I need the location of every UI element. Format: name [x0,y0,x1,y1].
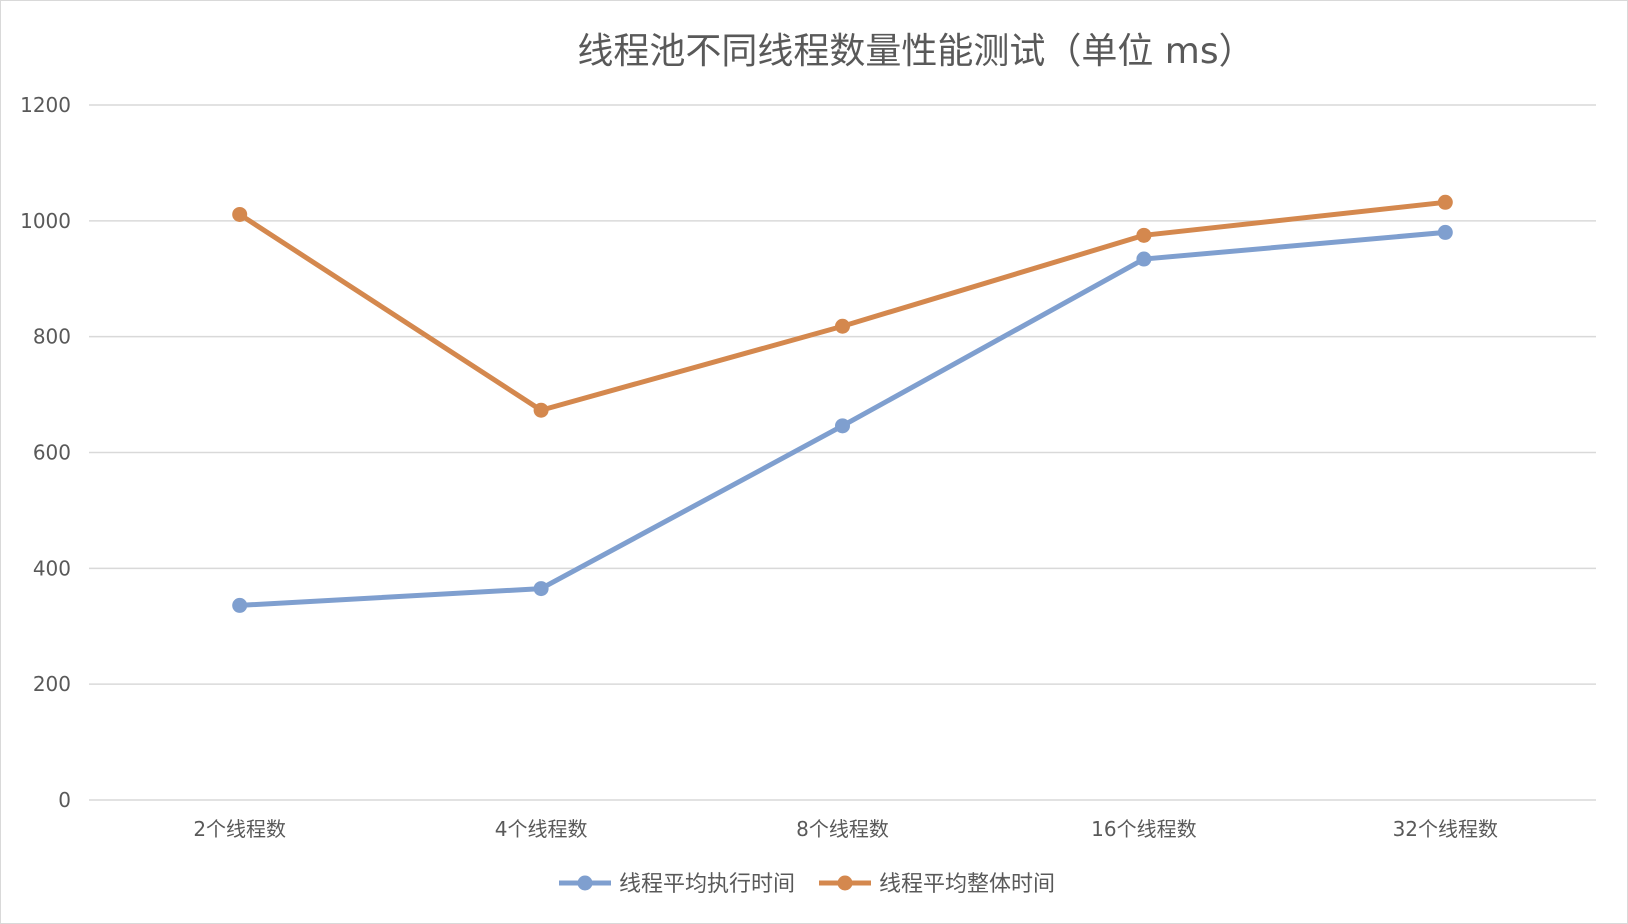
legend-label: 线程平均整体时间 [879,872,1055,897]
y-tick-label: 400 [33,556,71,580]
series-line-2 [237,199,1448,413]
legend-label: 线程平均执行时间 [619,872,795,897]
data-point [533,402,549,418]
y-tick-label: 800 [33,325,71,349]
y-tick-label: 1000 [20,209,71,233]
x-axis: 2个线程数 4个线程数 8个线程数 16个线程数 32个线程数 [193,817,1498,841]
y-tick-label: 200 [33,672,71,696]
legend-swatch-marker [577,875,593,891]
legend-swatch-marker [837,875,853,891]
legend: 线程平均执行时间 线程平均整体时间 [559,872,1055,897]
data-point [835,418,850,434]
y-tick-label: 1200 [20,93,71,117]
data-point [1136,227,1152,243]
x-tick-label: 32个线程数 [1393,817,1498,841]
data-point [1136,251,1152,267]
data-point [533,581,549,597]
data-point [835,318,850,334]
y-axis: 0 200 400 600 800 1000 1200 [20,93,71,812]
gridlines [89,104,1596,801]
y-tick-label: 600 [33,441,71,465]
series-group [232,194,1453,613]
y-tick-label: 0 [58,788,71,812]
data-point [1437,194,1453,210]
x-tick-label: 4个线程数 [495,817,588,841]
data-point [232,597,248,613]
x-tick-label: 16个线程数 [1091,817,1196,841]
data-point [1437,224,1453,240]
x-tick-label: 8个线程数 [796,817,889,841]
x-tick-label: 2个线程数 [193,817,286,841]
chart-title: 线程池不同线程数量性能测试（单位 ms） [577,31,1254,72]
data-point [232,206,248,222]
